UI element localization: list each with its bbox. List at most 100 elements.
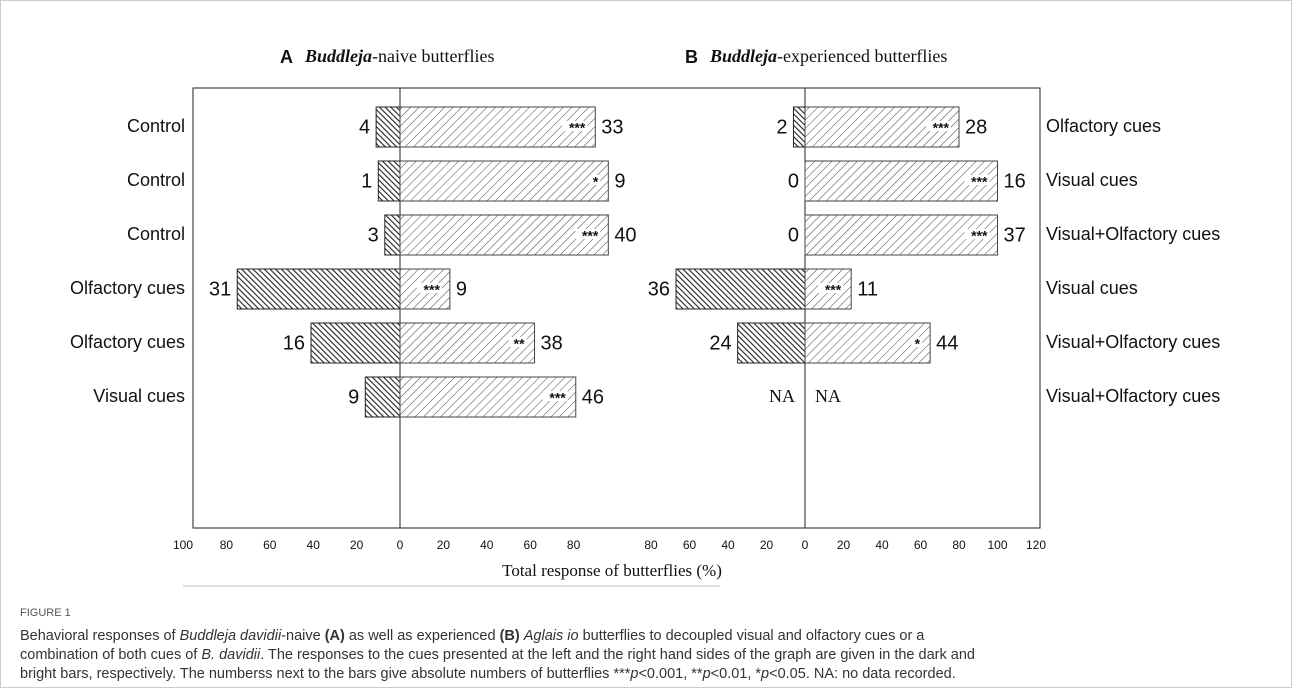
right-count: 46	[582, 386, 604, 408]
caption-segment: B. davidii	[201, 647, 261, 663]
left-count: 4	[359, 116, 370, 138]
right-cue-label: Visual cues	[1046, 170, 1138, 190]
caption-segment: -naive	[281, 628, 325, 644]
left-cue-label: Visual cues	[93, 386, 185, 406]
x-tick-label: 60	[914, 538, 928, 552]
x-tick-label: 80	[220, 538, 234, 552]
significance-bg	[589, 175, 601, 185]
panel-title-text: -experienced butterflies	[777, 46, 947, 66]
caption-segment: (B)	[500, 628, 520, 644]
right-count: 37	[1004, 224, 1026, 246]
x-tick-label: 60	[524, 538, 538, 552]
left-cue-label: Olfactory cues	[70, 332, 185, 352]
x-tick-label: 100	[987, 538, 1007, 552]
significance-bg	[562, 121, 588, 131]
right-count: 33	[601, 116, 623, 138]
caption-segment: . The responses to the cues presented at…	[260, 647, 975, 663]
right-cue-label: Visual cues	[1046, 278, 1138, 298]
significance-bg	[911, 337, 923, 347]
caption-line: combination of both cues of B. davidii. …	[20, 647, 975, 663]
x-tick-label: 0	[802, 538, 809, 552]
x-tick-label: 40	[307, 538, 321, 552]
left-count: 0	[788, 224, 799, 246]
x-tick-label: 0	[397, 538, 404, 552]
panel-letter: A	[280, 47, 293, 67]
significance: ***	[424, 282, 441, 298]
left-bar	[310, 322, 401, 364]
x-tick-label: 60	[263, 538, 277, 552]
left-count: NA	[769, 386, 795, 406]
left-count: 36	[648, 278, 670, 300]
left-cue-label: Control	[127, 170, 185, 190]
left-count: 2	[776, 116, 787, 138]
caption-segment: combination of both cues of	[20, 647, 201, 663]
significance: ***	[582, 228, 599, 244]
significance-bg	[416, 283, 442, 293]
significance-bg	[818, 283, 844, 293]
significance: **	[514, 336, 525, 352]
panel-title: B Buddleja-experienced butterflies	[685, 46, 947, 67]
significance: ***	[569, 120, 586, 136]
right-count: NA	[815, 386, 841, 406]
right-cue-label: Visual+Olfactory cues	[1046, 386, 1220, 406]
x-tick-label: 60	[683, 538, 697, 552]
panel-title-italic: Buddleja	[304, 46, 372, 66]
left-bar	[364, 376, 401, 418]
caption-segment: p	[760, 666, 769, 682]
left-count: 24	[709, 332, 731, 354]
right-count: 38	[541, 332, 563, 354]
right-cue-label: Visual+Olfactory cues	[1046, 332, 1220, 352]
right-bar	[804, 322, 931, 364]
caption-line: Behavioral responses of Buddleja davidii…	[20, 628, 925, 644]
caption-segment: Behavioral responses of	[20, 628, 180, 644]
panel-title-text: -naive butterflies	[372, 46, 494, 66]
significance: ***	[825, 282, 842, 298]
right-count: 40	[614, 224, 636, 246]
x-axis-title: Total response of butterflies (%)	[502, 561, 722, 580]
right-bar	[804, 106, 960, 148]
x-tick-label: 80	[952, 538, 966, 552]
caption-segment: butterflies to decoupled visual and olfa…	[579, 628, 926, 644]
right-count: 28	[965, 116, 987, 138]
left-cue-label: Control	[127, 224, 185, 244]
caption-segment: bright bars, respectively. The numberss …	[20, 666, 631, 682]
caption-segment: <0.05. NA: no data recorded.	[769, 666, 956, 682]
x-tick-label: 80	[567, 538, 581, 552]
right-count: 44	[936, 332, 958, 354]
x-tick-label: 120	[1026, 538, 1046, 552]
left-count: 31	[209, 278, 231, 300]
figure-label: FIGURE 1	[20, 607, 71, 619]
x-tick-label: 20	[837, 538, 851, 552]
caption-segment: p	[629, 666, 638, 682]
panel-letter: B	[685, 47, 698, 67]
caption-segment: Buddleja davidii	[180, 628, 282, 644]
x-tick-label: 20	[760, 538, 774, 552]
plot-frame	[192, 87, 1041, 529]
right-cue-label: Visual+Olfactory cues	[1046, 224, 1220, 244]
caption-segment: as well as experienced	[345, 628, 500, 644]
left-bar	[384, 214, 401, 256]
left-bar	[737, 322, 806, 364]
caption-segment: <0.001, **	[638, 666, 702, 682]
significance: ***	[971, 174, 988, 190]
left-count: 9	[348, 386, 359, 408]
left-cue-label: Control	[127, 116, 185, 136]
x-tick-label: 40	[480, 538, 494, 552]
left-count: 16	[283, 332, 305, 354]
significance: ***	[549, 390, 566, 406]
right-cue-label: Olfactory cues	[1046, 116, 1161, 136]
right-bar	[399, 214, 609, 256]
significance-bg	[508, 337, 527, 347]
panel-title: A Buddleja-naive butterflies	[280, 46, 494, 67]
significance: ***	[971, 228, 988, 244]
x-tick-label: 20	[437, 538, 451, 552]
significance-bg	[926, 121, 951, 131]
significance-bg	[542, 391, 568, 401]
x-tick-label: 20	[350, 538, 364, 552]
right-count: 9	[614, 170, 625, 192]
left-bar	[375, 106, 401, 148]
x-tick-label: 100	[173, 538, 193, 552]
left-bar	[377, 160, 401, 202]
significance-bg	[575, 229, 601, 239]
